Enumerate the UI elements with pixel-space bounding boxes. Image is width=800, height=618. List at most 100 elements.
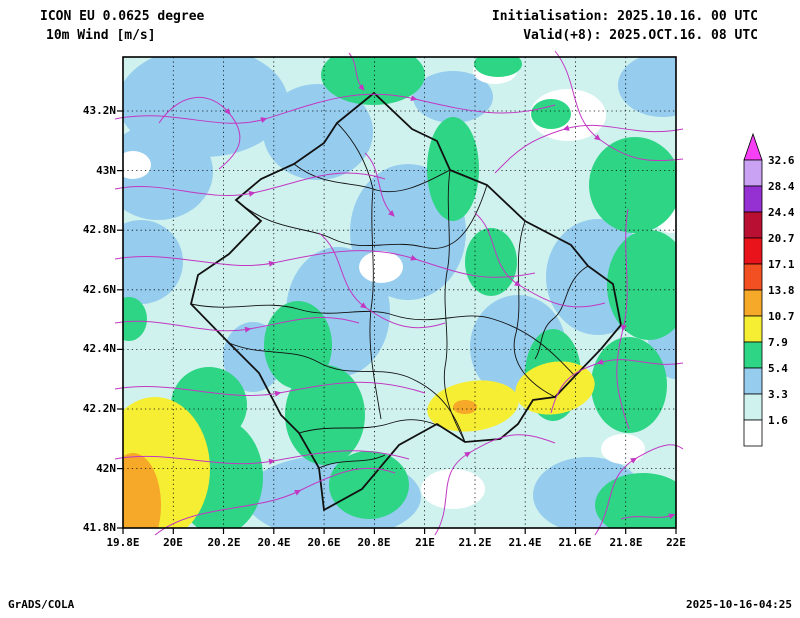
grads-credit: GrADS/COLA bbox=[8, 598, 75, 611]
colorbar-level-label: 17.1 bbox=[768, 258, 795, 271]
model-title: ICON EU 0.0625 degree bbox=[40, 9, 205, 24]
wind-shade-blob bbox=[453, 400, 477, 414]
wind-shade-blob bbox=[427, 117, 479, 221]
lat-tick-label: 42.8N bbox=[82, 223, 116, 236]
colorbar-box bbox=[743, 315, 763, 343]
creation-timestamp: 2025-10-16-04:25 bbox=[686, 598, 792, 611]
lat-tick-label: 42.6N bbox=[82, 283, 116, 296]
lon-tick-label: 21E bbox=[415, 536, 435, 549]
colorbar-box bbox=[743, 159, 763, 187]
wind-shade-blob bbox=[123, 453, 161, 528]
shade-yellow-region bbox=[123, 361, 595, 528]
municipal-border bbox=[190, 303, 576, 377]
streamline bbox=[554, 50, 684, 162]
streamline bbox=[114, 450, 410, 465]
wind-shade-blob bbox=[465, 228, 517, 296]
wind-shade-blob bbox=[285, 365, 365, 465]
streamline bbox=[620, 513, 676, 520]
wind-map bbox=[114, 50, 684, 536]
wind-shade-blob bbox=[618, 57, 676, 117]
colorbar-level-label: 28.4 bbox=[768, 180, 795, 193]
lon-tick-label: 22E bbox=[666, 536, 686, 549]
wind-shade-blob bbox=[359, 251, 403, 283]
axis-ticks bbox=[117, 110, 677, 534]
colorbar-box bbox=[743, 185, 763, 213]
valid-time: Valid(+8): 2025.OCT.16. 08 UTC bbox=[523, 28, 758, 43]
streamline bbox=[114, 93, 556, 124]
lat-tick-label: 42.2N bbox=[82, 402, 116, 415]
streamline bbox=[364, 152, 395, 217]
wind-shade-blob bbox=[474, 57, 522, 77]
colorbar-top-arrow bbox=[743, 132, 763, 161]
lon-tick-label: 20.2E bbox=[207, 536, 241, 549]
wind-shade-blob bbox=[321, 57, 425, 105]
colorbar-level-label: 5.4 bbox=[768, 362, 788, 375]
lon-tick-label: 20.6E bbox=[307, 536, 341, 549]
wind-shade-blob bbox=[515, 361, 595, 415]
lon-tick-label: 21.8E bbox=[609, 536, 643, 549]
streamline bbox=[114, 316, 360, 333]
municipal-border bbox=[336, 122, 374, 190]
lon-tick-label: 20E bbox=[163, 536, 183, 549]
colorbar-box bbox=[743, 367, 763, 395]
streamline bbox=[154, 467, 396, 536]
colorbar-level-label: 24.4 bbox=[768, 206, 795, 219]
lon-tick-label: 20.8E bbox=[357, 536, 391, 549]
wind-shade-blob bbox=[413, 71, 493, 123]
wind-shade-blob bbox=[591, 337, 667, 433]
municipal-border bbox=[235, 184, 488, 249]
colorbar-level-label: 3.3 bbox=[768, 388, 788, 401]
shade-orange-region bbox=[123, 400, 477, 528]
municipal-border bbox=[534, 265, 589, 360]
colorbar-box bbox=[743, 211, 763, 239]
lat-tick-label: 43.2N bbox=[82, 104, 116, 117]
municipal-border bbox=[318, 454, 386, 469]
wind-shade-blob bbox=[329, 451, 409, 519]
streamline bbox=[494, 124, 684, 174]
colorbar-legend: 32.6 28.4 24.4 20.7 17.1 13.8 10.7 7.9 5… bbox=[743, 132, 795, 447]
municipal-border bbox=[228, 342, 466, 443]
wind-shade-blob bbox=[421, 469, 485, 509]
lat-tick-label: 43N bbox=[96, 164, 116, 177]
colorbar-level-label: 32.6 bbox=[768, 154, 795, 167]
streamline bbox=[318, 232, 446, 329]
lon-tick-label: 21.2E bbox=[458, 536, 492, 549]
colorbar-box bbox=[743, 237, 763, 265]
streamline bbox=[348, 52, 365, 91]
streamline bbox=[594, 444, 684, 536]
lon-tick-label: 20.4E bbox=[257, 536, 291, 549]
colorbar-level-label: 20.7 bbox=[768, 232, 795, 245]
colorbar-box bbox=[743, 289, 763, 317]
lon-tick-label: 21.6E bbox=[558, 536, 592, 549]
lat-tick-label: 42N bbox=[96, 462, 116, 475]
streamlines bbox=[114, 50, 684, 536]
streamline bbox=[114, 381, 426, 397]
init-time: Initialisation: 2025.10.16. 00 UTC bbox=[491, 9, 758, 24]
colorbar-box bbox=[743, 419, 763, 447]
wind-shade-blob bbox=[595, 473, 676, 528]
colorbar-box bbox=[743, 341, 763, 369]
map-frame bbox=[122, 56, 677, 529]
country-border bbox=[190, 91, 622, 512]
municipal-borders bbox=[190, 122, 589, 469]
wind-shade-blob bbox=[531, 99, 571, 129]
colorbar-box bbox=[743, 393, 763, 421]
streamline bbox=[114, 250, 536, 278]
streamline bbox=[474, 212, 606, 308]
lat-tick-label: 42.4N bbox=[82, 342, 116, 355]
streamline bbox=[158, 97, 241, 170]
streamline bbox=[550, 358, 684, 414]
wind-shade-blob bbox=[123, 151, 151, 179]
streamline bbox=[616, 208, 630, 430]
wind-shade-blob bbox=[607, 230, 676, 340]
wind-shade-blob bbox=[123, 124, 213, 220]
municipal-border bbox=[513, 220, 556, 398]
field-title: 10m Wind [m/s] bbox=[46, 28, 156, 43]
colorbar-level-label: 1.6 bbox=[768, 414, 788, 427]
municipal-border bbox=[443, 169, 466, 443]
lon-tick-label: 21.4E bbox=[508, 536, 542, 549]
wind-shade-blob bbox=[589, 137, 676, 233]
streamline bbox=[434, 434, 556, 536]
colorbar-box bbox=[743, 263, 763, 291]
streamline bbox=[114, 172, 386, 197]
